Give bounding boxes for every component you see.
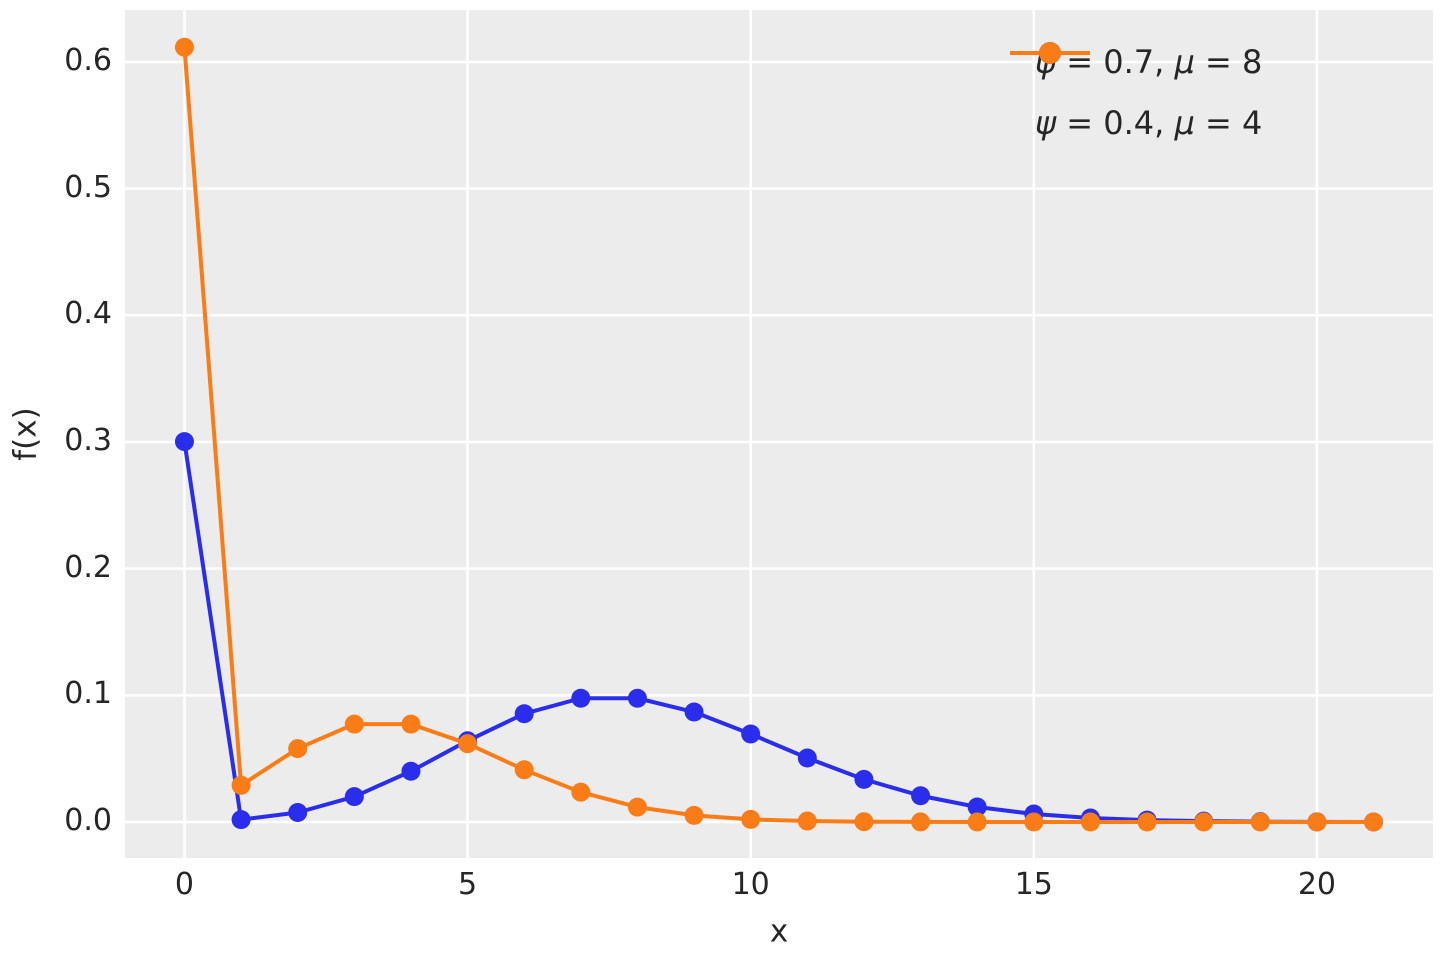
series-marker-1 [514, 760, 534, 780]
series-marker-0 [231, 810, 251, 830]
series-marker-0 [288, 803, 308, 823]
legend-entry: ψ = 0.4, μ = 4 [1008, 42, 1263, 145]
series-marker-1 [1307, 812, 1327, 832]
y-tick-label: 0.4 [64, 296, 112, 332]
series-marker-0 [967, 797, 987, 817]
series-marker-1 [1194, 812, 1214, 832]
series-marker-0 [514, 704, 534, 724]
series-marker-1 [741, 809, 761, 829]
series-marker-1 [1364, 812, 1384, 832]
series-marker-1 [1250, 812, 1270, 832]
x-tick-label: 5 [458, 867, 478, 902]
series-marker-1 [911, 812, 931, 832]
y-tick-label: 0.6 [64, 42, 112, 78]
series-marker-1 [231, 775, 251, 795]
legend: ψ = 0.7, μ = 8ψ = 0.4, μ = 4 [1008, 40, 1262, 145]
series-marker-0 [684, 702, 704, 722]
series-marker-0 [571, 688, 591, 708]
series-marker-1 [1137, 812, 1157, 832]
series-marker-0 [797, 748, 817, 768]
axes-background [125, 10, 1433, 858]
y-tick-label: 0.2 [64, 549, 112, 585]
series-marker-1 [571, 782, 591, 802]
series-marker-1 [288, 739, 308, 759]
y-tick-label: 0.3 [64, 422, 112, 458]
series-marker-1 [1024, 812, 1044, 832]
x-tick-label: 10 [731, 867, 770, 902]
series-line-1 [182, 45, 1376, 825]
series-marker-0 [911, 786, 931, 806]
x-tick-label: 0 [174, 867, 194, 902]
series-marker-0 [741, 724, 761, 744]
series-marker-1 [967, 812, 987, 832]
series-marker-1 [344, 714, 364, 734]
y-tick-label: 0.0 [64, 802, 112, 838]
series-marker-0 [344, 787, 364, 807]
series-marker-0 [401, 761, 421, 781]
legend-line-marker-icon [1010, 42, 1090, 64]
x-tick-label: 20 [1297, 867, 1337, 902]
series-marker-0 [854, 769, 874, 789]
series-marker-1 [458, 734, 478, 754]
series-marker-1 [174, 37, 194, 57]
x-tick-label: 15 [1014, 867, 1053, 902]
series-marker-1 [797, 811, 817, 831]
series-marker-1 [684, 805, 704, 825]
y-tick-label: 0.1 [64, 676, 112, 712]
series-marker-0 [627, 688, 647, 708]
y-tick-label: 0.5 [64, 169, 112, 205]
series-marker-1 [1080, 812, 1100, 832]
series-marker-1 [401, 714, 421, 734]
series-marker-0 [174, 432, 194, 452]
series-marker-1 [854, 812, 874, 832]
x-axis-label: x [769, 913, 789, 950]
legend-label: ψ = 0.4, μ = 4 [1035, 104, 1263, 142]
series-marker-1 [627, 797, 647, 817]
